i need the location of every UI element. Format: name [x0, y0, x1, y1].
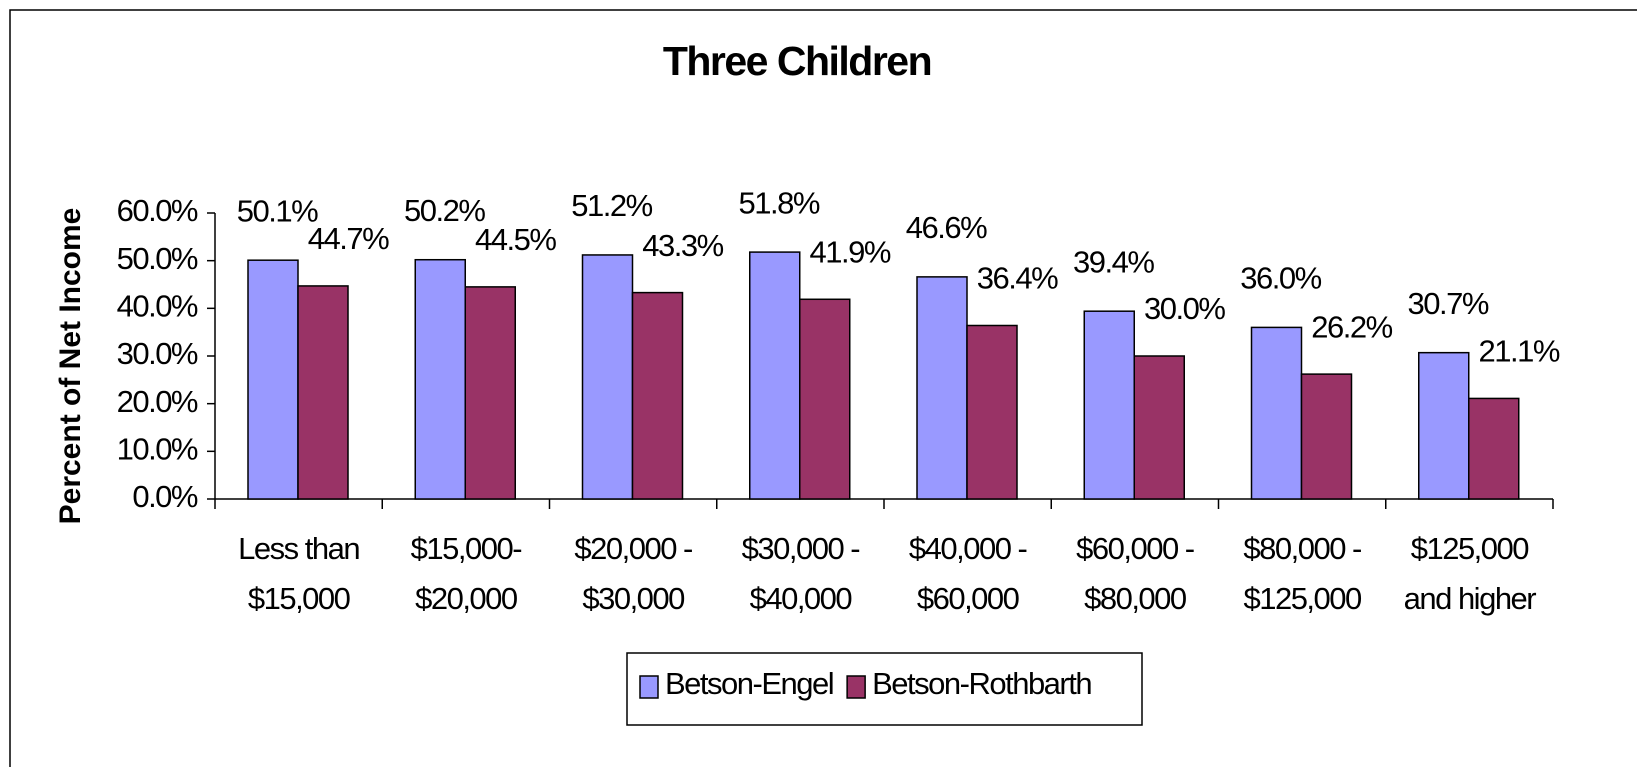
chart: Three Children Percent of Net Income 0.0… [0, 0, 1637, 767]
y-tick-label: 20.0% [117, 384, 198, 419]
legend-swatch [640, 676, 658, 698]
x-tick-label: $40,000 [750, 581, 853, 616]
value-label: 30.0% [1144, 291, 1225, 326]
legend-label: Betson-Engel [665, 666, 833, 701]
bar [1134, 356, 1184, 499]
chart-title: Three Children [663, 38, 931, 84]
bar [967, 325, 1017, 499]
value-label: 44.5% [475, 222, 556, 257]
value-label: 41.9% [810, 234, 891, 269]
y-tick-label: 10.0% [117, 432, 198, 467]
x-tick-label: $40,000 - [909, 531, 1027, 566]
bar [1252, 327, 1302, 499]
x-tick-label: and higher [1404, 581, 1537, 616]
value-label: 30.7% [1408, 286, 1489, 321]
x-tick-label: $15,000 [248, 581, 351, 616]
bar [1302, 374, 1352, 499]
x-tick-label: $30,000 - [742, 531, 860, 566]
bar [917, 277, 967, 499]
bar [633, 293, 683, 499]
x-tick-label: Less than [238, 531, 359, 566]
x-tick-label: $80,000 [1084, 581, 1187, 616]
x-tick-label: $60,000 [917, 581, 1020, 616]
value-label: 50.1% [237, 193, 318, 228]
bar [298, 286, 348, 499]
bar [800, 299, 850, 499]
value-label: 21.1% [1479, 334, 1560, 369]
value-label: 50.2% [404, 193, 485, 228]
value-label: 46.6% [906, 210, 987, 245]
x-tick-label: $15,000- [411, 531, 522, 566]
value-label: 36.0% [1240, 261, 1321, 296]
x-tick-label: $125,000 [1411, 531, 1530, 566]
y-axis-label: Percent of Net Income [54, 208, 87, 525]
bar [465, 287, 515, 499]
y-tick-label: 40.0% [117, 289, 198, 324]
x-tick-label: $30,000 [582, 581, 685, 616]
bar [1084, 311, 1134, 499]
x-tick-label: $125,000 [1243, 581, 1362, 616]
value-label: 51.2% [571, 188, 652, 223]
value-label: 51.8% [739, 185, 820, 220]
bar [750, 252, 800, 499]
x-tick-label: $60,000 - [1076, 531, 1194, 566]
legend-swatch [847, 676, 865, 698]
legend-label: Betson-Rothbarth [872, 666, 1091, 701]
value-label: 44.7% [308, 221, 389, 256]
y-tick-label: 0.0% [132, 479, 198, 514]
x-tick-label: $20,000 [415, 581, 518, 616]
x-tick-label: $20,000 - [574, 531, 692, 566]
value-label: 26.2% [1311, 309, 1392, 344]
value-label: 43.3% [642, 228, 723, 263]
bar [248, 260, 298, 499]
bar [1419, 353, 1469, 499]
y-tick-label: 30.0% [117, 336, 198, 371]
y-tick-label: 60.0% [117, 193, 198, 228]
bar [415, 260, 465, 499]
bar [1469, 398, 1519, 499]
value-label: 39.4% [1073, 244, 1154, 279]
bar [583, 255, 633, 499]
x-tick-label: $80,000 - [1243, 531, 1361, 566]
y-tick-label: 50.0% [117, 241, 198, 276]
value-label: 36.4% [977, 261, 1058, 296]
